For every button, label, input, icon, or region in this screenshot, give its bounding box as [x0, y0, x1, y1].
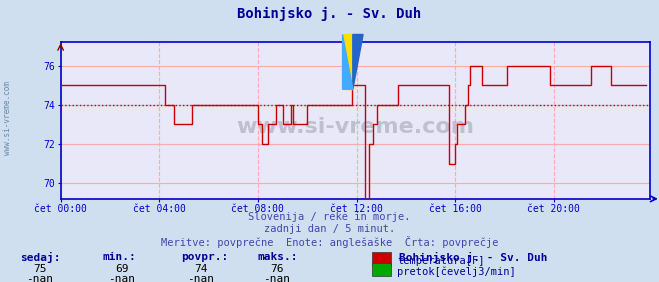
Bar	[343, 34, 353, 89]
Text: 74: 74	[194, 264, 208, 274]
Text: -nan: -nan	[109, 274, 135, 282]
Text: Bohinjsko j. - Sv. Duh: Bohinjsko j. - Sv. Duh	[237, 7, 422, 21]
Text: sedaj:: sedaj:	[20, 252, 60, 263]
Text: min.:: min.:	[102, 252, 136, 261]
Text: -nan: -nan	[188, 274, 214, 282]
Text: zadnji dan / 5 minut.: zadnji dan / 5 minut.	[264, 224, 395, 234]
Text: 76: 76	[270, 264, 283, 274]
Text: Meritve: povprečne  Enote: anglešaške  Črta: povprečje: Meritve: povprečne Enote: anglešaške Črt…	[161, 236, 498, 248]
Text: www.si-vreme.com: www.si-vreme.com	[237, 117, 474, 137]
Text: Slovenija / reke in morje.: Slovenija / reke in morje.	[248, 212, 411, 222]
Text: -nan: -nan	[264, 274, 290, 282]
Text: 75: 75	[33, 264, 46, 274]
Text: www.si-vreme.com: www.si-vreme.com	[3, 81, 13, 155]
Text: povpr.:: povpr.:	[181, 252, 229, 261]
Text: 69: 69	[115, 264, 129, 274]
Text: pretok[čevelj3/min]: pretok[čevelj3/min]	[397, 266, 516, 277]
Text: maks.:: maks.:	[257, 252, 297, 261]
Polygon shape	[353, 34, 363, 89]
Polygon shape	[343, 34, 353, 89]
Text: -nan: -nan	[26, 274, 53, 282]
Text: Bohinjsko j. - Sv. Duh: Bohinjsko j. - Sv. Duh	[399, 252, 547, 263]
Text: temperatura[F]: temperatura[F]	[397, 256, 485, 266]
